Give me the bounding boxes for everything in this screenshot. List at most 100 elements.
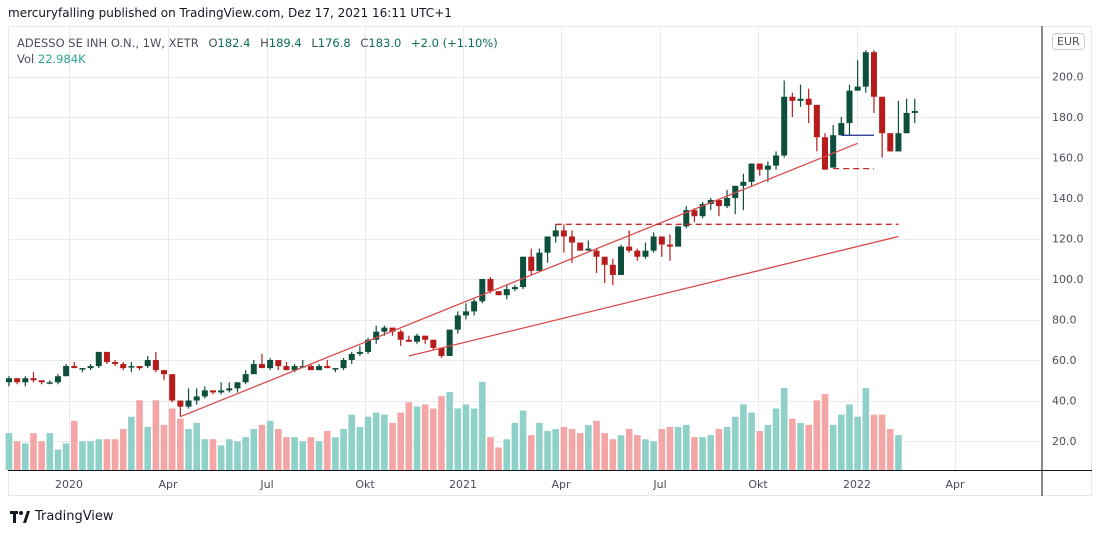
volume-bar	[54, 449, 62, 470]
candle	[789, 92, 796, 117]
volume-bar	[226, 439, 233, 470]
candle	[54, 374, 61, 385]
volume-bar	[160, 424, 168, 470]
candle-body	[95, 351, 102, 367]
volume-bar	[5, 433, 13, 470]
volume-bar	[95, 439, 103, 470]
candle	[405, 335, 412, 342]
candle	[870, 50, 877, 113]
candle-body	[862, 52, 869, 87]
candle-body	[601, 256, 608, 265]
candle	[112, 360, 119, 367]
high-label: H	[260, 36, 269, 50]
volume-bar	[601, 433, 608, 470]
candle	[46, 380, 53, 385]
candle-body	[348, 353, 355, 360]
volume-bars	[5, 381, 902, 470]
volume-bar	[22, 443, 29, 470]
volume-bar	[413, 406, 421, 470]
volume-bar	[62, 443, 70, 470]
volume-bar	[772, 408, 780, 470]
candle	[503, 285, 510, 300]
currency-badge[interactable]: EUR	[1052, 33, 1085, 50]
volume-bar	[185, 429, 192, 470]
volume-bar	[430, 408, 437, 470]
volume-bar	[756, 431, 764, 470]
candle-body	[63, 366, 70, 377]
candle	[226, 382, 233, 393]
candle-body	[365, 339, 372, 352]
volume-bar	[462, 404, 470, 470]
price-axis: 20.0 40.0 60.0 80.0 100.0 120.0 140.0 160.0 180.…	[1052, 71, 1084, 449]
candle	[397, 329, 404, 346]
candle-body	[748, 163, 755, 182]
volume-bar	[13, 441, 21, 470]
open-value: 182.4	[217, 36, 251, 50]
candle	[63, 364, 70, 377]
candle	[185, 388, 192, 409]
candle-body	[316, 366, 323, 371]
candle-body	[666, 244, 673, 247]
candle	[536, 248, 543, 271]
volume-bar	[119, 429, 127, 470]
candle	[422, 335, 429, 344]
candle	[316, 364, 323, 371]
volume-bar	[421, 404, 429, 470]
candle	[813, 104, 820, 152]
volume-bar	[454, 408, 462, 470]
volume-bar	[731, 416, 739, 470]
candle	[691, 208, 698, 223]
candle-body	[577, 242, 584, 251]
tradingview-brand[interactable]: TradingView	[10, 509, 114, 524]
volume-bar	[266, 420, 274, 470]
candle	[666, 234, 673, 261]
candle	[169, 374, 176, 403]
candle-body	[258, 364, 265, 369]
candle-body	[471, 301, 478, 312]
volume-bar	[862, 388, 870, 470]
open-label: O	[208, 36, 218, 50]
legend-ohlc-row: ADESSO SE INH O.N., 1W, XETR O182.4 H189…	[17, 35, 498, 51]
candle-body	[879, 96, 886, 134]
candle-body	[650, 236, 657, 251]
volume-bar	[38, 441, 45, 470]
candle	[732, 185, 739, 215]
candle-body	[103, 351, 110, 363]
candle	[658, 236, 665, 257]
candle-body	[405, 339, 412, 342]
volume-bar	[405, 402, 413, 470]
candle	[307, 364, 314, 371]
volume-label: Vol	[17, 52, 35, 66]
candle	[903, 98, 910, 134]
price-tick-label: 20.0	[1052, 435, 1077, 448]
volume-bar	[740, 404, 747, 470]
candle	[544, 236, 551, 263]
candle-body	[87, 366, 94, 369]
candle-body	[699, 204, 706, 217]
volume-bar	[642, 439, 649, 470]
candle-body	[552, 230, 559, 237]
candle-body	[218, 390, 225, 393]
volume-bar	[283, 437, 290, 470]
volume-bar	[168, 408, 176, 470]
volume-bar	[258, 424, 266, 470]
volume-bar	[838, 414, 845, 470]
volume-bar	[593, 420, 600, 470]
candle-body	[201, 390, 208, 397]
candle-body	[152, 360, 159, 371]
volume-bar	[307, 437, 315, 470]
candle	[887, 133, 894, 152]
candle-body	[340, 360, 347, 369]
volume-bar	[356, 426, 364, 470]
volume-bar	[79, 441, 86, 470]
volume-bar	[511, 422, 519, 470]
volume-bar	[446, 392, 453, 470]
low-value: 176.8	[317, 36, 351, 50]
volume-bar	[789, 418, 796, 470]
volume-bar	[177, 418, 184, 470]
volume-bar	[691, 437, 698, 470]
volume-bar	[682, 424, 690, 470]
candle-body	[724, 198, 731, 207]
price-tick-label: 40.0	[1052, 395, 1077, 408]
